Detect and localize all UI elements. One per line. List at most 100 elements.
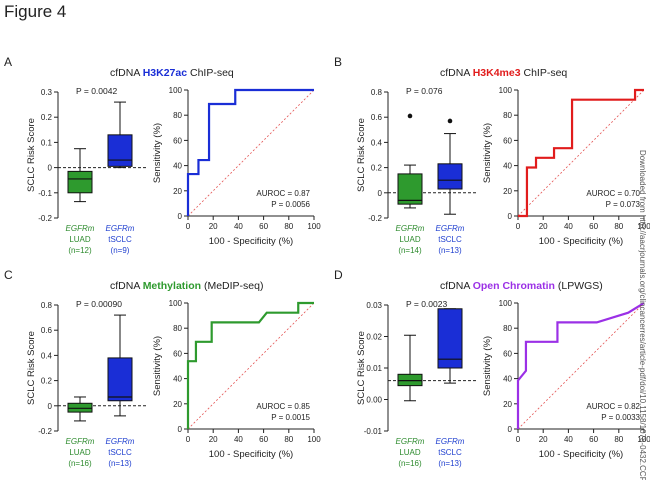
box-iqr: [107, 134, 133, 167]
box-cat-n: (n=14): [398, 246, 422, 255]
roc-y-tick-label: 60: [173, 136, 182, 145]
box-y-label: SCLC Risk Score: [356, 118, 367, 192]
roc-x-tick-label: 80: [284, 435, 293, 444]
roc-x-label: 100 - Specificity (%): [209, 449, 293, 460]
box-plot: -0.01 0.00 0.01 0.02 0.03 SCLC Risk Score P = …: [356, 299, 478, 468]
panel-title-suffix: ChIP-seq: [521, 67, 568, 79]
box-group-luad: EGFRm LUAD (n=16): [396, 334, 425, 468]
box-y-tick-label: 0.00: [366, 396, 382, 405]
box-y-label: SCLC Risk Score: [26, 118, 37, 192]
panel-title-mark: Open Chromatin: [473, 280, 555, 292]
roc-y-label: Sensitivity (%): [482, 123, 493, 183]
box-cat-italic: EGFRm: [106, 437, 135, 446]
box-y-tick-label: -0.2: [38, 214, 52, 223]
side-download-note: Downloaded from http://aacrjournals.org/…: [636, 150, 650, 480]
box-y-tick-label: -0.2: [368, 214, 382, 223]
panel-title-prefix: cfDNA: [440, 280, 473, 292]
roc-y-tick-label: 100: [169, 86, 183, 95]
roc-y-tick-label: 20: [173, 187, 182, 196]
box-y-tick-label: 0: [48, 164, 53, 173]
box-y-tick-label: 0.8: [371, 88, 383, 97]
box-cat-name: LUAD: [399, 448, 421, 457]
roc-x-tick-label: 60: [589, 222, 598, 231]
box-cat-n: (n=13): [438, 459, 462, 468]
roc-x-tick-label: 60: [589, 435, 598, 444]
roc-y-tick-label: 100: [169, 299, 183, 308]
roc-curve: [186, 88, 314, 216]
box-y-tick-label: 0.4: [371, 138, 383, 147]
box-y-label: SCLC Risk Score: [356, 331, 367, 405]
panel-title-mark: H3K27ac: [143, 67, 188, 79]
roc-x-tick-label: 40: [234, 435, 243, 444]
box-y-tick-label: 0: [378, 189, 383, 198]
box-iqr: [67, 170, 93, 194]
roc-diagonal: [517, 302, 645, 430]
roc-y-label: Sensitivity (%): [152, 123, 163, 183]
box-iqr: [397, 173, 423, 205]
box-y-tick-label: -0.2: [38, 427, 52, 436]
box-y-tick-label: 0.03: [366, 301, 382, 310]
panel-title-suffix: (LPWGS): [555, 280, 603, 292]
panel-title-suffix: (MeDIP-seq): [201, 280, 263, 292]
box-cat-italic: EGFRm: [436, 224, 465, 233]
roc-x-tick-label: 0: [186, 435, 191, 444]
box-p-value: P = 0.0023: [406, 299, 447, 309]
box-p-value: P = 0.076: [406, 86, 443, 96]
panel-letter: C: [4, 268, 13, 282]
box-p-value: P = 0.00090: [76, 299, 122, 309]
roc-y-tick-label: 20: [503, 187, 512, 196]
box-y-tick-label: 0.4: [41, 351, 53, 360]
roc-p-value: P = 0.0015: [271, 413, 310, 422]
box-cat-n: (n=9): [111, 246, 130, 255]
roc-x-tick-label: 0: [516, 435, 521, 444]
roc-diagonal: [187, 302, 315, 430]
panel-letter: A: [4, 55, 12, 69]
roc-y-tick-label: 0: [178, 212, 183, 221]
roc-y-tick-label: 80: [503, 111, 512, 120]
box-y-tick-label: 0.01: [366, 364, 382, 373]
box-y-tick-label: 0: [48, 402, 53, 411]
box-y-tick-label: 0.1: [41, 138, 53, 147]
roc-x-tick-label: 100: [307, 222, 321, 231]
box-outlier: [407, 113, 413, 119]
roc-plot: 00 20 20 40 40 60 60 80 80 100 100 Sensitivity (%) 1…: [482, 86, 650, 247]
box-cat-n: (n=13): [438, 246, 462, 255]
box-iqr: [437, 163, 463, 190]
roc-y-tick-label: 100: [499, 86, 513, 95]
box-y-tick-label: 0.8: [41, 301, 53, 310]
roc-x-tick-label: 40: [564, 222, 573, 231]
roc-diagonal: [517, 89, 645, 217]
box-y-tick-label: 0.6: [41, 326, 53, 335]
panel-title: cfDNA H3K27ac ChIP-seq: [110, 67, 234, 79]
roc-y-tick-label: 0: [508, 212, 513, 221]
box-iqr: [437, 308, 463, 369]
roc-x-tick-label: 80: [614, 435, 623, 444]
roc-x-label: 100 - Specificity (%): [209, 236, 293, 247]
roc-y-tick-label: 20: [173, 400, 182, 409]
box-y-tick-label: 0.2: [41, 113, 53, 122]
box-iqr: [397, 373, 423, 387]
panel-title-prefix: cfDNA: [440, 67, 473, 79]
roc-p-value: P = 0.0033: [601, 413, 640, 422]
box-cat-n: (n=12): [68, 246, 92, 255]
roc-x-label: 100 - Specificity (%): [539, 449, 623, 460]
box-group-luad: EGFRm LUAD (n=12): [66, 148, 95, 255]
box-group-luad: EGFRm LUAD (n=16): [66, 396, 95, 468]
box-cat-italic: EGFRm: [66, 437, 95, 446]
roc-auroc: AUROC = 0.70: [586, 189, 640, 198]
box-p-value: P = 0.0042: [76, 86, 117, 96]
roc-y-tick-label: 40: [173, 375, 182, 384]
roc-y-label: Sensitivity (%): [482, 336, 493, 396]
panel-title: cfDNA Methylation (MeDIP-seq): [110, 280, 263, 292]
box-y-label: SCLC Risk Score: [26, 331, 37, 405]
box-cat-name: LUAD: [69, 235, 91, 244]
panel-title: cfDNA H3K4me3 ChIP-seq: [440, 67, 567, 79]
box-group-tsclc: EGFRm tSCLC (n=13): [436, 118, 465, 255]
box-y-tick-label: 0.6: [371, 113, 383, 122]
roc-plot: 00 20 20 40 40 60 60 80 80 100 100 Sensitivity (%) 1…: [152, 299, 321, 460]
